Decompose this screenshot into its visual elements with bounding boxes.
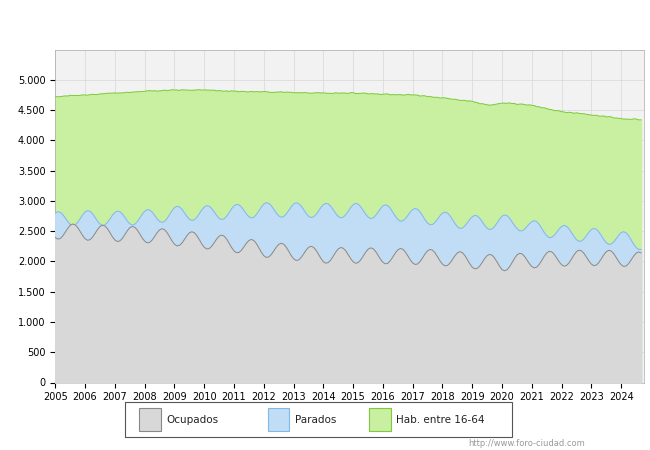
- FancyBboxPatch shape: [125, 402, 512, 437]
- Text: Marmolejo - Evolucion de la poblacion en edad de Trabajar Septiembre de 2024: Marmolejo - Evolucion de la poblacion en…: [75, 15, 575, 28]
- Text: Parados: Parados: [295, 414, 337, 425]
- Text: Hab. entre 16-64: Hab. entre 16-64: [396, 414, 485, 425]
- Bar: [139, 408, 161, 431]
- Bar: [369, 408, 391, 431]
- Bar: [268, 408, 289, 431]
- Text: http://www.foro-ciudad.com: http://www.foro-ciudad.com: [468, 439, 585, 448]
- Text: Ocupados: Ocupados: [166, 414, 218, 425]
